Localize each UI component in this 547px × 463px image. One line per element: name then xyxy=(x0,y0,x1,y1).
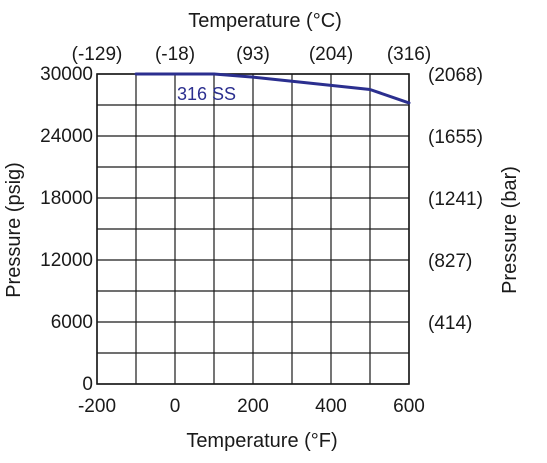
y-axis-title-right: Pressure (bar) xyxy=(499,166,521,294)
series-label: 316 SS xyxy=(177,84,236,104)
top-tick-label: (93) xyxy=(236,44,270,65)
x-tick-label: 200 xyxy=(237,396,269,417)
top-axis-title: Temperature (°C) xyxy=(188,10,342,32)
top-axis-tick-labels: (-129) (-18) (93) (204) (316) xyxy=(72,44,432,65)
data-series: 316 SS xyxy=(134,72,411,105)
top-tick-label: (-18) xyxy=(155,44,195,65)
y-tick-label: 30000 xyxy=(40,64,93,85)
top-tick-label: (204) xyxy=(309,44,353,65)
right-axis-tick-labels: (414) (827) (1241) (1655) (2068) xyxy=(428,65,483,334)
right-tick-label: (414) xyxy=(428,313,472,334)
y-tick-label: 18000 xyxy=(40,188,93,209)
y-tick-label: 6000 xyxy=(51,312,93,333)
series-line-316ss xyxy=(134,72,411,105)
x-tick-label: 0 xyxy=(170,396,181,417)
right-tick-label: (1241) xyxy=(428,189,483,210)
top-tick-label: (-129) xyxy=(72,44,123,65)
plot-frame xyxy=(96,73,410,385)
y-axis-title-left: Pressure (psig) xyxy=(3,162,25,298)
right-tick-label: (827) xyxy=(428,251,472,272)
top-tick-label: (316) xyxy=(387,44,431,65)
x-tick-label: 600 xyxy=(393,396,425,417)
bottom-axis-tick-labels: -200 0 200 400 600 xyxy=(78,396,425,417)
x-tick-label: 400 xyxy=(315,396,347,417)
right-tick-label: (2068) xyxy=(428,65,483,86)
y-tick-label: 0 xyxy=(82,374,93,395)
chart-grid xyxy=(96,73,410,385)
y-tick-label: 24000 xyxy=(40,126,93,147)
left-axis-tick-labels: 0 6000 12000 18000 24000 30000 xyxy=(40,64,93,395)
y-tick-label: 12000 xyxy=(40,250,93,271)
x-axis-title: Temperature (°F) xyxy=(186,430,337,452)
right-tick-label: (1655) xyxy=(428,127,483,148)
x-tick-label: -200 xyxy=(78,396,116,417)
